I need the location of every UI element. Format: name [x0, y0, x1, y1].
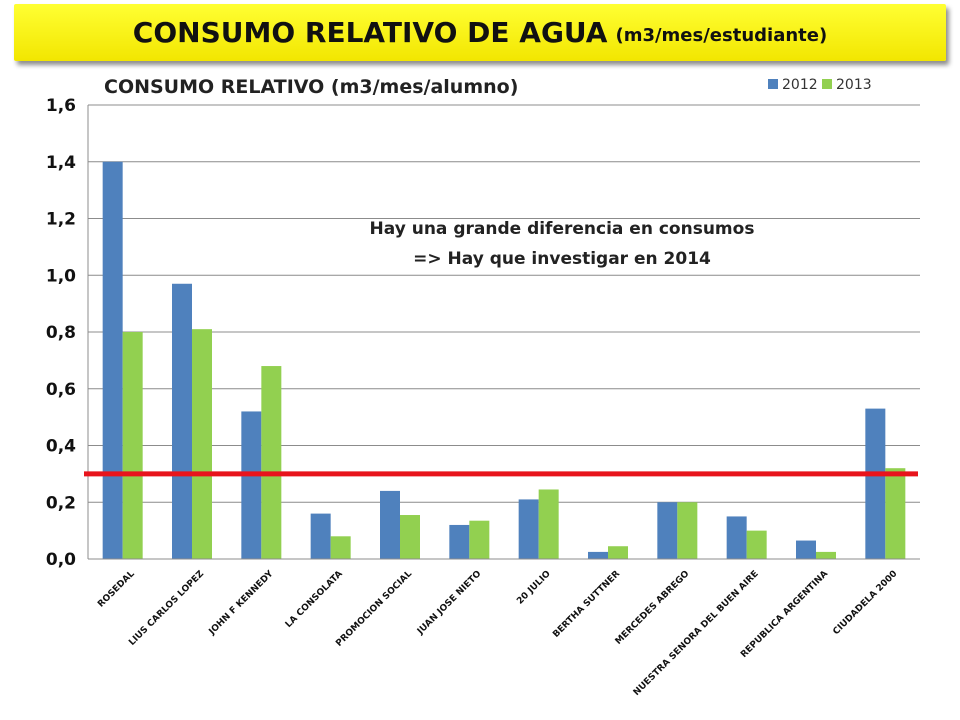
x-tick-label: NUESTRA SENORA DEL BUEN AIRE	[632, 569, 761, 698]
bar-2013	[330, 536, 351, 559]
x-tick-label: JOHN F KENNEDY	[207, 569, 276, 638]
banner-unit: (m3/mes/estudiante)	[615, 25, 828, 46]
bar-2012	[657, 502, 678, 559]
y-tick-label: 0,8	[46, 323, 76, 343]
bar-2013	[608, 546, 628, 559]
y-tick-label: 1,0	[46, 266, 76, 286]
annotation: Hay una grande diferencia en consumos => …	[370, 219, 755, 269]
legend: 2012 2013	[768, 77, 872, 93]
bar-2012	[726, 516, 747, 559]
x-tick-label: MERCEDES ABREGO	[614, 569, 692, 647]
y-tick-label: 1,4	[46, 153, 76, 173]
bar-2012	[310, 513, 331, 559]
x-tick-label: PROMOCION SOCIAL	[334, 569, 414, 649]
bar-2013	[261, 366, 282, 559]
x-tick-label: CIUDADELA 2000	[831, 569, 899, 637]
bar-2013	[192, 329, 212, 559]
bar-2013	[885, 468, 906, 559]
bar-2012	[796, 540, 816, 559]
bar-2012	[241, 411, 262, 559]
chart-title: CONSUMO RELATIVO (m3/mes/alumno)	[104, 76, 518, 98]
annotation-line: => Hay que investigar en 2014	[413, 249, 711, 269]
x-tick-label: ROSEDAL	[96, 569, 137, 610]
x-tick-label: BERTHA SUTTNER	[551, 569, 622, 640]
bar-2012	[588, 551, 608, 559]
banner-title: CONSUMO RELATIVO DE AGUA	[132, 16, 608, 49]
bar-2012	[102, 161, 123, 559]
axes	[84, 105, 920, 560]
legend-swatch-2013	[822, 79, 832, 89]
bar-2013	[122, 332, 143, 559]
legend-swatch-2012	[768, 79, 778, 89]
x-tick-label: 20 JULIO	[515, 569, 553, 607]
y-tick-label: 0,0	[46, 550, 76, 570]
bar-2012	[172, 283, 192, 559]
bar-2013	[816, 551, 836, 559]
bar-2013	[677, 502, 698, 559]
bar-2012	[518, 499, 539, 559]
legend-label-2013: 2013	[836, 77, 872, 93]
title-banner: CONSUMO RELATIVO DE AGUA (m3/mes/estudia…	[14, 4, 946, 61]
bar-2012	[449, 524, 470, 559]
x-tick-label: LA CONSOLATA	[284, 569, 345, 630]
bar-2013	[469, 520, 490, 559]
y-tick-label: 0,4	[46, 437, 76, 457]
bar-2012	[380, 490, 400, 559]
annotation-line: Hay una grande diferencia en consumos	[370, 219, 755, 239]
legend-label-2012: 2012	[782, 77, 818, 93]
y-tick-labels: 0,0 0,2 0,4 0,6 0,8 1,0 1,2 1,4 1,6	[46, 96, 76, 570]
y-tick-label: 1,2	[46, 210, 76, 230]
y-tick-label: 0,2	[46, 493, 76, 513]
bar-2013	[538, 489, 559, 559]
x-tick-label: LIUS CARLOS LOPEZ	[127, 569, 206, 648]
x-tick-label: JUAN JOSE NIETO	[415, 569, 484, 638]
y-tick-label: 0,6	[46, 380, 76, 400]
gridlines	[88, 104, 920, 503]
bar-2013	[400, 515, 420, 559]
bar-2012	[865, 408, 886, 559]
bar-2013	[746, 530, 767, 559]
y-tick-label: 1,6	[46, 96, 76, 116]
bars	[102, 161, 906, 559]
